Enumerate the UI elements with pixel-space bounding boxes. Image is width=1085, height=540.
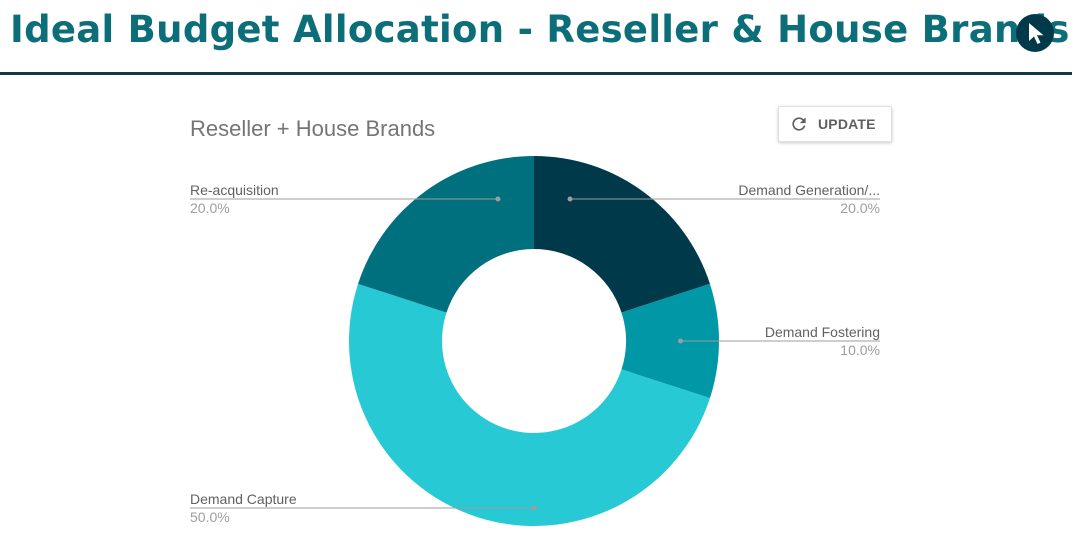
leader-dot bbox=[678, 338, 683, 344]
update-button[interactable]: UPDATE bbox=[778, 106, 892, 142]
slice-label: Demand Generation/... bbox=[738, 182, 880, 198]
donut-slice[interactable] bbox=[358, 156, 534, 313]
leader-dot bbox=[495, 196, 501, 202]
chart-title: Reseller + House Brands bbox=[190, 116, 436, 141]
slice-percent: 20.0% bbox=[840, 200, 880, 216]
cursor-arrow-icon[interactable] bbox=[1016, 14, 1054, 52]
donut-slice[interactable] bbox=[621, 283, 719, 399]
slice-label: Demand Capture bbox=[190, 491, 297, 507]
update-button-label: UPDATE bbox=[818, 116, 876, 132]
leader-dot bbox=[531, 505, 537, 511]
slice-label: Demand Fostering bbox=[764, 324, 880, 340]
donut-slice[interactable] bbox=[348, 283, 710, 526]
page-title: Ideal Budget Allocation - Reseller & Hou… bbox=[10, 8, 1070, 51]
slice-percent: 50.0% bbox=[190, 509, 230, 525]
leader-dot bbox=[567, 196, 573, 202]
slice-percent: 10.0% bbox=[840, 342, 880, 358]
slice-percent: 20.0% bbox=[190, 200, 230, 216]
title-divider bbox=[0, 72, 1072, 75]
donut-slice[interactable] bbox=[534, 156, 710, 313]
slice-label: Re-acquisition bbox=[190, 182, 279, 198]
